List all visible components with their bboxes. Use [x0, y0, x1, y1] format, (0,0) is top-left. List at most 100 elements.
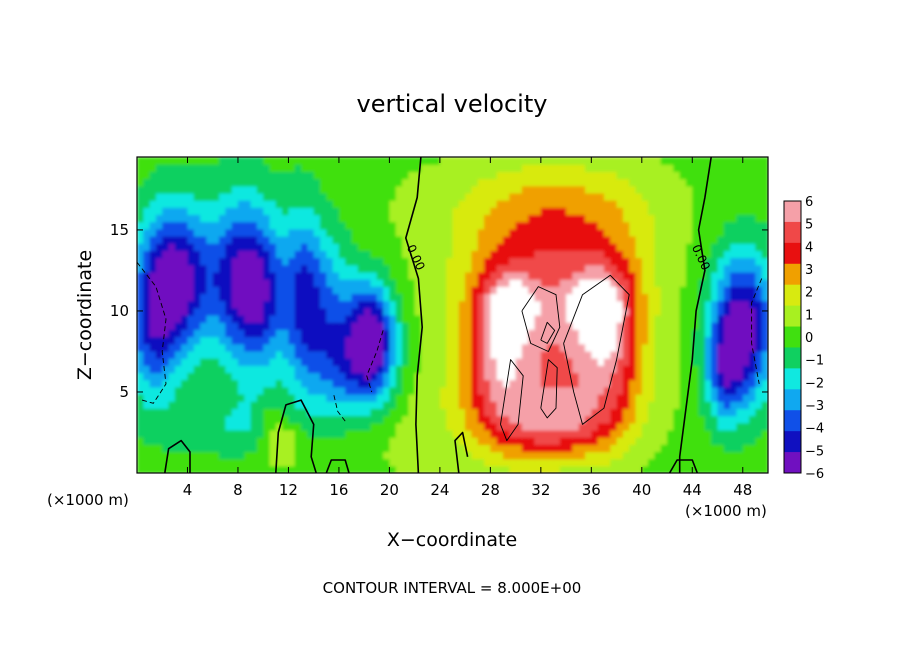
field-cell — [490, 293, 498, 302]
field-cell — [256, 279, 264, 287]
field-cell — [723, 451, 731, 460]
field-cell — [301, 322, 308, 330]
field-cell — [616, 343, 624, 352]
colorbar-swatch — [784, 431, 801, 453]
field-cell — [761, 336, 768, 345]
field-cell — [509, 329, 517, 338]
field-cell — [730, 178, 738, 187]
field-cell — [408, 336, 416, 345]
field-cell — [471, 228, 479, 237]
field-cell — [370, 394, 378, 402]
field-cell — [660, 157, 668, 165]
field-cell — [187, 250, 195, 259]
field-cell — [610, 164, 618, 172]
field-cell — [149, 372, 157, 381]
field-cell — [452, 171, 460, 180]
field-cell — [364, 315, 372, 323]
field-cell — [338, 257, 346, 266]
field-cell — [149, 200, 157, 208]
field-cell — [294, 401, 302, 409]
colorbar-swatch — [784, 410, 801, 432]
field-cell — [288, 372, 296, 381]
field-cell — [484, 214, 491, 223]
field-cell — [654, 358, 662, 366]
field-cell — [528, 358, 536, 366]
field-cell — [237, 465, 245, 473]
field-cell — [458, 257, 466, 266]
field-cell — [433, 329, 441, 338]
field-cell — [345, 379, 353, 388]
field-cell — [515, 279, 523, 287]
field-cell — [364, 343, 372, 352]
field-cell — [616, 350, 624, 359]
field-cell — [155, 444, 163, 453]
field-cell — [761, 415, 768, 424]
field-cell — [667, 372, 674, 381]
field-cell — [357, 192, 365, 201]
field-cell — [250, 178, 258, 187]
field-cell — [717, 336, 725, 345]
field-cell — [263, 372, 271, 381]
field-cell — [206, 401, 214, 409]
field-cell — [641, 171, 649, 180]
field-cell — [496, 401, 504, 409]
field-cell — [275, 437, 283, 445]
field-cell — [376, 422, 384, 431]
field-cell — [509, 207, 517, 216]
field-cell — [660, 164, 668, 172]
field-cell — [458, 200, 466, 208]
field-cell — [547, 171, 555, 180]
field-cell — [635, 228, 643, 237]
field-cell — [307, 164, 315, 172]
field-cell — [219, 365, 226, 374]
field-cell — [149, 228, 157, 237]
field-cell — [288, 386, 296, 395]
field-cell — [168, 243, 176, 251]
field-cell — [685, 207, 693, 216]
field-cell — [338, 214, 346, 223]
field-cell — [181, 315, 189, 323]
field-cell — [742, 415, 750, 424]
field-cell — [206, 372, 214, 381]
field-cell — [749, 293, 756, 302]
field-cell — [225, 207, 233, 216]
field-cell — [547, 444, 555, 453]
field-cell — [490, 451, 498, 460]
field-cell — [484, 279, 491, 287]
field-cell — [294, 264, 302, 273]
field-cell — [585, 178, 592, 187]
field-cell — [332, 329, 340, 338]
field-cell — [313, 257, 321, 266]
field-cell — [698, 286, 706, 295]
field-cell — [212, 171, 220, 180]
field-cell — [736, 343, 744, 352]
field-cell — [755, 250, 763, 259]
field-cell — [439, 322, 447, 330]
field-cell — [376, 243, 384, 251]
field-cell — [162, 437, 170, 445]
field-cell — [742, 437, 750, 445]
field-cell — [345, 200, 353, 208]
field-cell — [635, 437, 643, 445]
field-cell — [484, 171, 491, 180]
field-cell — [275, 429, 283, 438]
field-cell — [629, 343, 637, 352]
field-cell — [559, 415, 567, 424]
field-cell — [206, 408, 214, 417]
field-cell — [521, 293, 529, 302]
x-tick-label: 36 — [582, 481, 601, 499]
field-cell — [383, 458, 390, 467]
field-cell — [521, 228, 529, 237]
field-cell — [749, 286, 756, 295]
field-cell — [654, 200, 662, 208]
field-cell — [749, 394, 756, 402]
field-cell — [490, 236, 498, 244]
field-cell — [465, 307, 473, 316]
field-cell — [667, 408, 674, 417]
field-cell — [420, 358, 428, 366]
field-cell — [433, 221, 441, 230]
field-cell — [692, 394, 700, 402]
field-cell — [572, 372, 580, 381]
field-cell — [181, 365, 189, 374]
field-cell — [446, 264, 454, 273]
